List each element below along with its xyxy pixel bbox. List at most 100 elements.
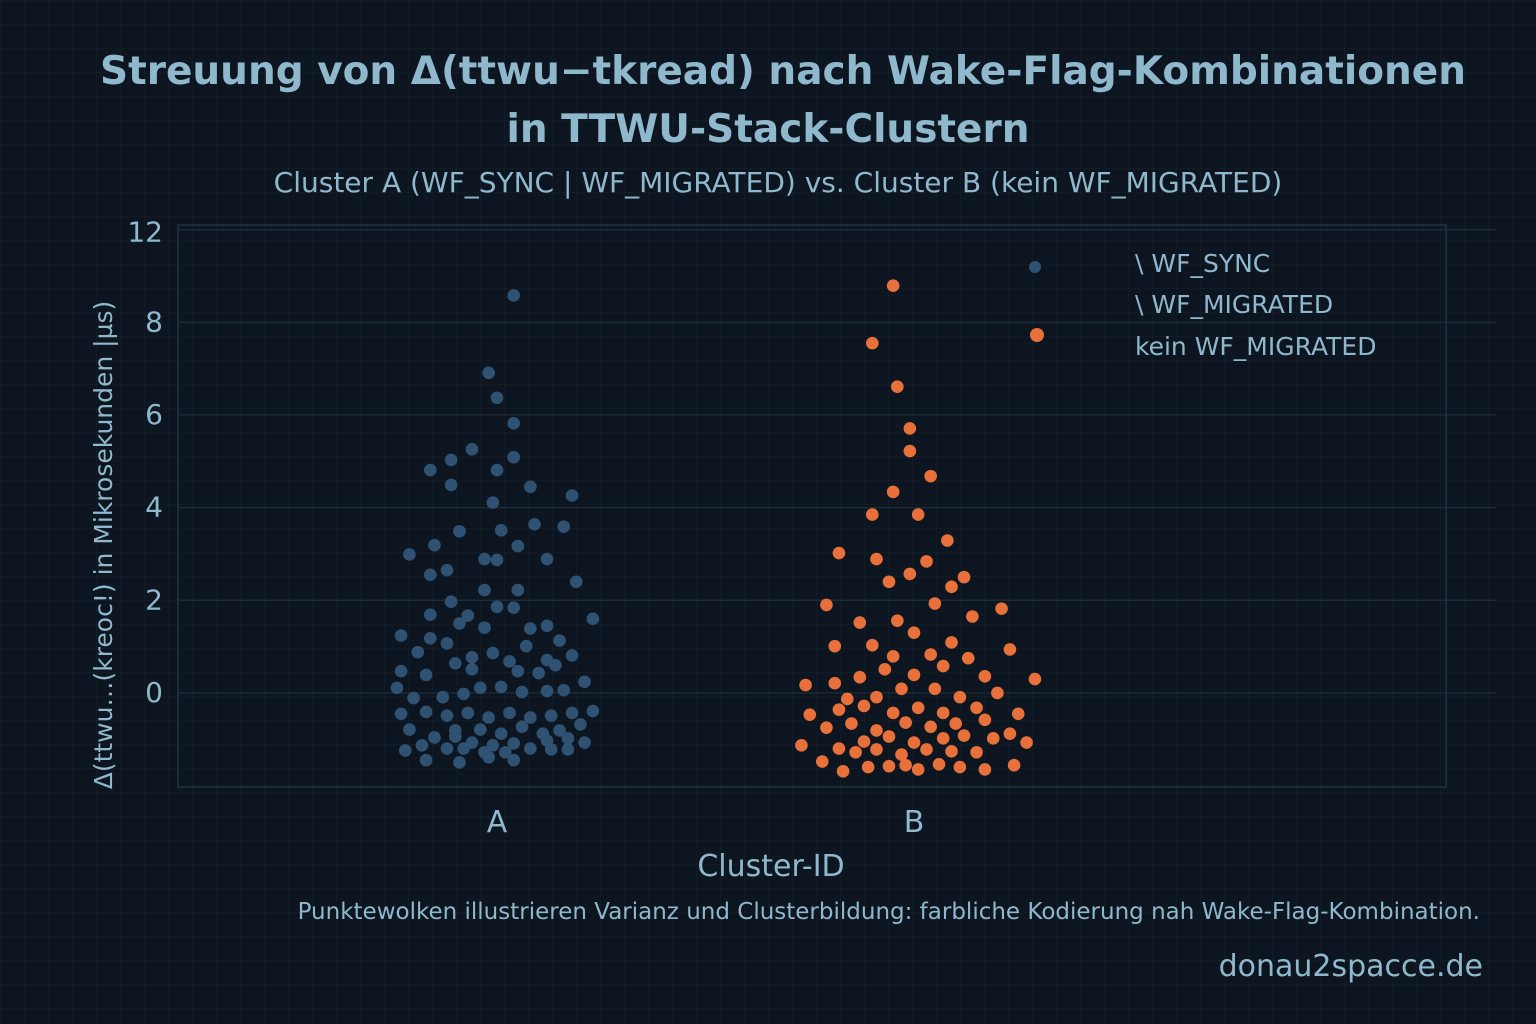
data-point-a (478, 552, 491, 566)
data-point-b (849, 745, 862, 759)
data-point-a (557, 683, 571, 697)
data-point-b (870, 724, 883, 737)
data-point-b (853, 670, 867, 684)
data-point-a (486, 646, 500, 660)
data-point-a (515, 720, 529, 734)
data-point-a (411, 645, 425, 659)
data-point-a (511, 539, 525, 553)
data-point-b (966, 610, 979, 623)
data-point-a (528, 518, 541, 531)
x-tick-label: B (904, 805, 925, 840)
data-point-a (453, 524, 466, 538)
data-point-a (453, 617, 466, 630)
data-point-a (578, 675, 591, 689)
data-point-a (490, 553, 504, 567)
data-point-b (995, 602, 1008, 615)
data-point-a (524, 711, 537, 724)
data-point-b (986, 732, 1000, 745)
data-point-b (895, 748, 908, 761)
data-point-a (486, 496, 500, 509)
data-point-b (845, 717, 858, 730)
data-point-b (924, 720, 937, 734)
data-point-b (870, 743, 883, 756)
data-point-b (1020, 736, 1033, 749)
data-point-a (440, 563, 454, 577)
data-point-a (478, 621, 491, 634)
data-point-b (828, 676, 842, 690)
data-points (390, 279, 1042, 778)
data-point-b (861, 760, 875, 774)
data-point-a (565, 649, 579, 662)
data-point-b (957, 729, 971, 742)
data-point-b (857, 735, 871, 748)
data-point-b (936, 732, 950, 745)
plot-frame (177, 224, 1447, 788)
data-point-a (390, 681, 404, 695)
data-point-a (524, 622, 537, 635)
data-point-a (398, 744, 412, 757)
data-point-a (440, 637, 454, 650)
data-point-a (540, 552, 554, 566)
data-point-b (870, 552, 883, 566)
data-point-b (1003, 727, 1017, 741)
data-point-a (465, 663, 479, 676)
data-point-a (436, 690, 450, 704)
data-point-b (832, 742, 846, 755)
data-point-a (423, 463, 437, 477)
data-point-b (886, 706, 900, 720)
data-point-b (936, 659, 950, 673)
data-point-b (870, 690, 883, 704)
x-axis-label: Cluster-ID (697, 849, 844, 884)
data-point-a (403, 548, 416, 561)
data-point-a (428, 731, 441, 744)
y-tick-label: 0 (145, 676, 163, 709)
data-point-a (586, 612, 600, 626)
data-point-b (970, 701, 983, 715)
data-point-b (945, 745, 958, 758)
data-point-a (557, 520, 571, 533)
data-point-a (507, 753, 520, 767)
data-point-b (832, 546, 846, 560)
data-point-b (891, 614, 904, 627)
data-point-a (507, 450, 520, 464)
data-point-b (945, 636, 958, 649)
data-point-a (565, 706, 579, 720)
data-point-a (419, 753, 433, 767)
data-point-b (924, 469, 937, 483)
data-point-b (920, 743, 933, 756)
data-point-b (949, 717, 962, 730)
data-point-a (507, 416, 520, 430)
data-point-b (886, 650, 900, 663)
legend: \ WF_SYNC \ WF_MIGRATED kein WF_MIGRATED (1029, 249, 1376, 361)
caption: Punktewolken illustrieren Varianz und Cl… (298, 899, 1480, 925)
y-tick-label: 4 (145, 491, 163, 524)
legend-marker-wf-sync (1029, 261, 1041, 273)
x-tick-label: A (487, 805, 508, 840)
data-point-a (507, 737, 520, 750)
data-point-b (815, 755, 829, 768)
data-point-a (569, 575, 583, 589)
y-tick-labels: 0 2 4 6 8 12 (127, 216, 163, 709)
data-point-a (457, 687, 470, 701)
data-point-a (490, 463, 504, 477)
data-point-a (419, 705, 433, 719)
data-point-a (482, 751, 495, 764)
data-point-a (482, 711, 495, 724)
data-point-a (444, 595, 458, 608)
data-point-b (1028, 672, 1042, 686)
data-point-a (453, 756, 466, 769)
data-point-a (423, 608, 437, 621)
data-point-b (799, 678, 812, 692)
grid-lines (178, 229, 1496, 694)
data-point-a (544, 709, 558, 722)
data-point-b (928, 682, 942, 696)
data-point-a (524, 742, 537, 755)
data-point-b (907, 626, 921, 640)
data-point-a (474, 723, 487, 736)
data-point-b (907, 736, 921, 749)
data-point-b (928, 597, 942, 610)
data-point-a (540, 619, 554, 633)
data-point-b (978, 763, 992, 776)
data-point-a (394, 629, 408, 642)
